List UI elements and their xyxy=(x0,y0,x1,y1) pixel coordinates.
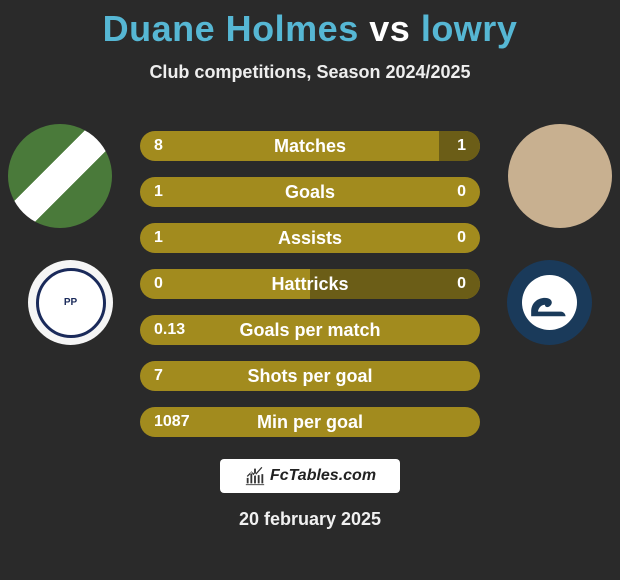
stat-label: Matches xyxy=(274,136,346,157)
stat-label: Hattricks xyxy=(271,274,348,295)
comparison-title: Duane Holmes vs lowry xyxy=(103,8,518,50)
vs-text: vs xyxy=(369,8,410,49)
player1-name: Duane Holmes xyxy=(103,8,359,49)
stat-row: 1087 Min per goal xyxy=(140,407,480,437)
player1-avatar xyxy=(8,124,112,228)
chart-icon xyxy=(244,465,266,487)
stat-label: Goals per match xyxy=(239,320,380,341)
stat-label: Goals xyxy=(285,182,335,203)
branding-badge: FcTables.com xyxy=(220,459,400,493)
stat-row: 8 Matches 1 xyxy=(140,131,480,161)
stat-value-left: 0 xyxy=(154,275,163,293)
stat-label: Shots per goal xyxy=(247,366,372,387)
stat-value-left: 1087 xyxy=(154,413,190,431)
stat-value-left: 1 xyxy=(154,229,163,247)
stat-row: 7 Shots per goal xyxy=(140,361,480,391)
stat-label: Min per goal xyxy=(257,412,363,433)
player2-avatar xyxy=(508,124,612,228)
stat-value-right: 1 xyxy=(457,137,466,155)
season-subtitle: Club competitions, Season 2024/2025 xyxy=(149,62,470,83)
swan-icon xyxy=(522,275,577,330)
stat-value-right: 0 xyxy=(457,275,466,293)
stat-value-right: 0 xyxy=(457,183,466,201)
stat-row: 0.13 Goals per match xyxy=(140,315,480,345)
stat-value-left: 0.13 xyxy=(154,321,185,339)
stat-row: 1 Assists 0 xyxy=(140,223,480,253)
stat-row: 0 Hattricks 0 xyxy=(140,269,480,299)
club1-logo: PP xyxy=(28,260,113,345)
club2-logo xyxy=(507,260,592,345)
stat-value-right: 0 xyxy=(457,229,466,247)
snapshot-date: 20 february 2025 xyxy=(239,509,381,530)
stat-label: Assists xyxy=(278,228,342,249)
player2-name: lowry xyxy=(421,8,518,49)
stat-value-left: 1 xyxy=(154,183,163,201)
stat-value-left: 8 xyxy=(154,137,163,155)
stat-row: 1 Goals 0 xyxy=(140,177,480,207)
branding-text: FcTables.com xyxy=(270,467,376,485)
club1-initials: PP xyxy=(36,268,106,338)
stat-value-left: 7 xyxy=(154,367,163,385)
